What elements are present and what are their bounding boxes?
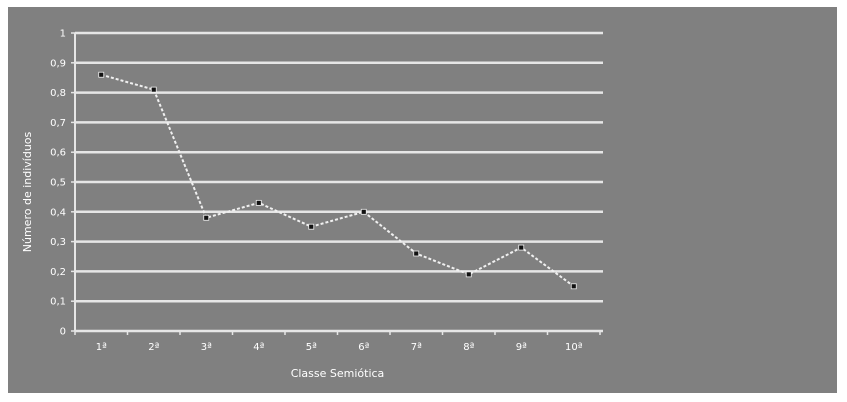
x-tick-label: 4ª bbox=[253, 342, 264, 353]
y-tick-label: 0,1 bbox=[50, 297, 66, 308]
data-point bbox=[413, 250, 420, 257]
y-tick-label: 1 bbox=[60, 29, 66, 40]
x-axis-title: Classe Semiótica bbox=[291, 367, 385, 380]
x-tick-label: 7ª bbox=[411, 342, 422, 353]
y-tick-label: 0 bbox=[60, 327, 66, 338]
y-tick-label: 0,3 bbox=[50, 237, 66, 248]
x-tick-label: 9ª bbox=[516, 342, 527, 353]
series-layer bbox=[98, 71, 577, 290]
y-tick-label: 0,9 bbox=[50, 58, 66, 69]
y-tick-label: 0,2 bbox=[50, 267, 66, 278]
x-tick-label: 5ª bbox=[306, 342, 317, 353]
grid-layer bbox=[75, 31, 603, 333]
y-tick-label: 0,4 bbox=[50, 207, 66, 218]
data-point bbox=[518, 244, 525, 251]
x-tick-label: 1ª bbox=[96, 342, 107, 353]
data-point bbox=[308, 223, 315, 230]
y-tick-label: 0,7 bbox=[50, 118, 66, 129]
y-axis-title: Número de indivíduos bbox=[21, 131, 34, 252]
data-point bbox=[98, 71, 105, 78]
x-tick-label: 3ª bbox=[201, 342, 212, 353]
y-tick-label: 0,5 bbox=[50, 178, 66, 189]
data-point bbox=[255, 199, 262, 206]
data-point bbox=[465, 271, 472, 278]
data-point bbox=[203, 214, 210, 221]
chart-background bbox=[8, 7, 837, 393]
x-tick-label: 6ª bbox=[358, 342, 369, 353]
y-tick-label: 0,6 bbox=[50, 148, 66, 159]
data-point bbox=[360, 208, 367, 215]
x-tick-label: 2ª bbox=[148, 342, 159, 353]
data-point bbox=[150, 86, 157, 93]
y-tick-label: 0,8 bbox=[50, 88, 66, 99]
x-tick-label: 10ª bbox=[565, 342, 583, 353]
data-point bbox=[570, 283, 577, 290]
x-tick-label: 8ª bbox=[463, 342, 474, 353]
tick-layer: 0 0,1 0,2 0,3 0,4 0,5 0,6 0,7 0,8 0,9 1 1ª 2ª 3ª 4ª 5ª 6… bbox=[50, 29, 601, 353]
series-line bbox=[100, 73, 575, 288]
